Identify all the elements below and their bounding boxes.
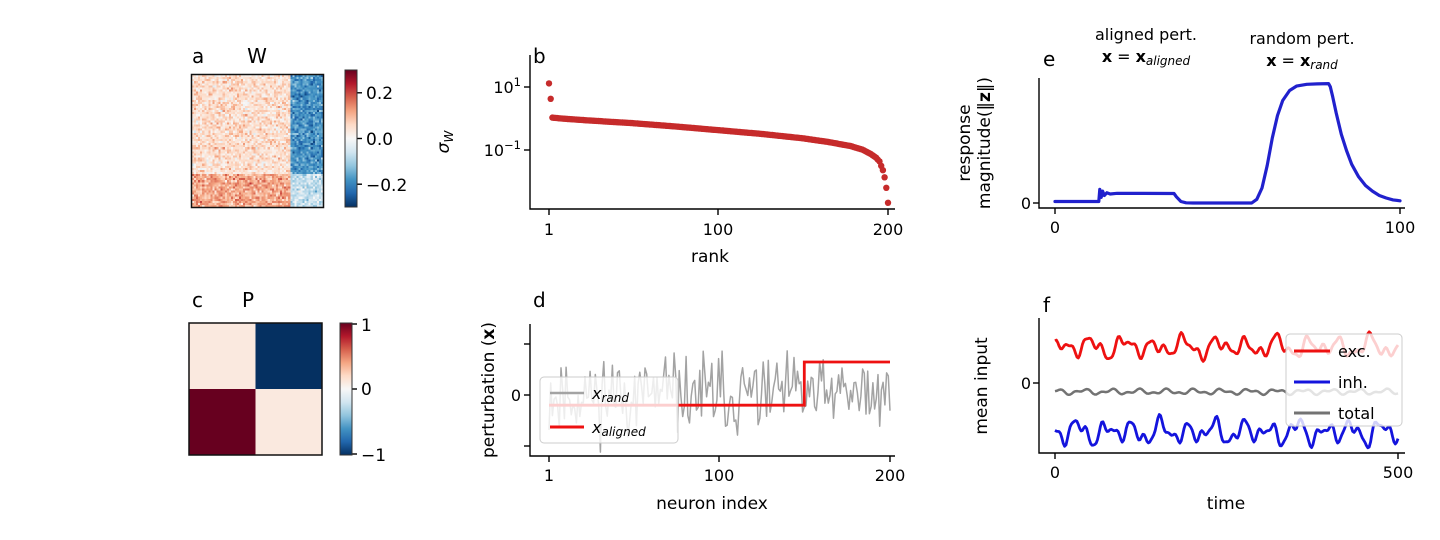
panel-b-xtick-0: 1 (544, 220, 554, 239)
panel-b-letter: b (533, 44, 546, 68)
panel-e-ylabel-line1: response (955, 104, 975, 181)
singular-value-scatter (545, 80, 892, 206)
annotation-random-pert-formula: x = xrand (1266, 51, 1338, 72)
legend-f-label-inh: inh. (1338, 373, 1368, 392)
legend-d-label-xrand: xrand (591, 384, 629, 405)
panel-f-ytick-0: 0 (1021, 374, 1031, 393)
legend-f-label-exc: exc. (1338, 342, 1371, 361)
panel-b-xtick-1: 100 (703, 220, 734, 239)
colorbar-W-tick-1: 0.0 (366, 130, 393, 150)
colorbar-P (339, 322, 353, 456)
legend-f-box (1285, 333, 1403, 427)
heatmap-P (188, 322, 323, 456)
panel-d-letter: d (533, 288, 546, 312)
heatmap-W-border (190, 73, 325, 209)
panel-b-xtick-2: 200 (873, 220, 904, 239)
colorbar-W-tick-0: 0.2 (366, 84, 393, 104)
heatmap-W-canvas (192, 75, 323, 207)
panel-e-ytick-0: 0 (1021, 194, 1031, 213)
panel-d-xlabel: neuron index (656, 494, 768, 514)
annotation-aligned-pert-formula: x = xaligned (1102, 47, 1191, 68)
panel-f-xtick-0: 0 (1050, 463, 1060, 482)
colorbar-W (344, 69, 358, 208)
panel-c-letter: c (192, 288, 203, 312)
colorbar-P-tick-0: 1 (361, 316, 372, 336)
panel-f-letter: f (1043, 293, 1051, 317)
panel-e-ylabel-line2: magnitude(‖z‖) (975, 77, 995, 209)
panel-d-ytick-0: 0 (511, 386, 521, 405)
annotation-aligned-pert-title: aligned pert. (1095, 25, 1197, 44)
colorbar-W-tick-2: −0.2 (366, 176, 407, 196)
panel-d-xtick-1: 100 (704, 466, 735, 485)
panel-e-xtick-1: 100 (1385, 218, 1416, 237)
panel-c-title: P (242, 288, 254, 312)
panel-a-title: W (247, 44, 267, 68)
panel-b-ytick-1: 10−1 (484, 138, 521, 160)
panel-a-letter: a (192, 44, 204, 68)
panel-e-xtick-0: 0 (1050, 218, 1060, 237)
annotation-random-pert-title: random pert. (1249, 29, 1354, 48)
colorbar-P-tick-1: 0 (361, 380, 372, 400)
panel-b-ylabel: σW (434, 130, 456, 154)
panel-d-xtick-0: 1 (544, 466, 554, 485)
colorbar-P-tick-2: −1 (361, 446, 386, 466)
panel-f-xlabel: time (1207, 494, 1245, 514)
panel-b-ytick-0: 101 (493, 75, 521, 97)
axes-spines-ticks (352, 55, 1405, 462)
panel-e-letter: e (1043, 47, 1055, 71)
legend-d-label-xaligned: xaligned (591, 418, 646, 439)
panel-f-xtick-1: 500 (1383, 463, 1414, 482)
response-curve (1053, 82, 1402, 205)
panel-b-xlabel: rank (691, 247, 729, 267)
panel-d-ylabel: perturbation (x) (479, 322, 499, 458)
legend-f-label-total: total (1338, 404, 1375, 423)
panel-d-xtick-2: 200 (875, 466, 906, 485)
panel-f-ylabel: mean input (972, 337, 992, 435)
